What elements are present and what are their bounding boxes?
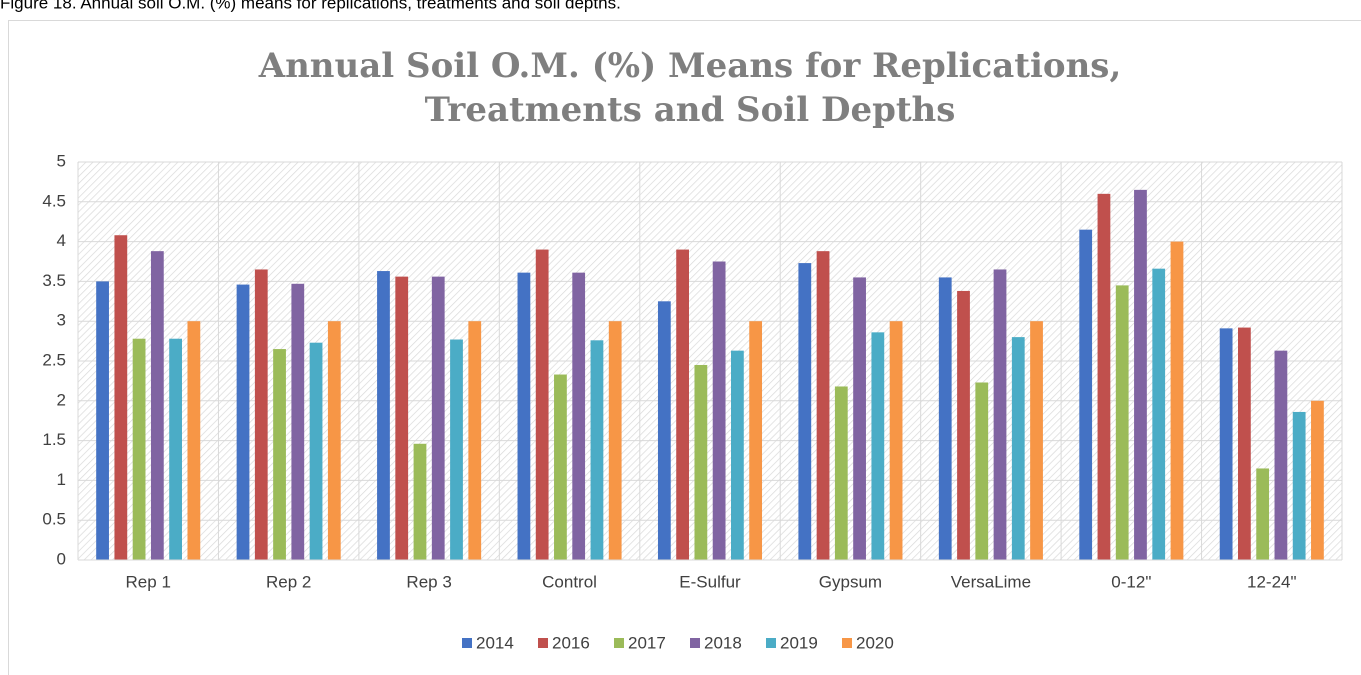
bar xyxy=(273,349,286,560)
bar xyxy=(517,272,531,560)
bar xyxy=(889,321,903,560)
legend-swatch xyxy=(842,638,852,648)
bar xyxy=(1311,400,1324,560)
bar xyxy=(1152,268,1166,560)
bar xyxy=(993,269,1007,560)
bar xyxy=(1134,189,1147,561)
bar xyxy=(254,269,268,560)
x-tick-label: E-Sulfur xyxy=(679,572,741,591)
bar xyxy=(676,249,690,560)
legend-swatch xyxy=(614,638,624,648)
bar xyxy=(187,321,201,560)
caption: Figure 18. Annual soil O.M. (%) means fo… xyxy=(0,0,621,12)
bar xyxy=(1011,337,1025,560)
bar xyxy=(150,251,164,561)
legend-label: 2019 xyxy=(780,633,818,652)
legend-swatch xyxy=(766,638,776,648)
bar xyxy=(1097,193,1111,560)
x-tick-label: Gypsum xyxy=(819,572,882,591)
x-tick-label: VersaLime xyxy=(951,572,1031,591)
x-tick-label: Control xyxy=(542,572,597,591)
bar xyxy=(590,340,604,560)
bar xyxy=(1170,241,1184,560)
bar xyxy=(132,338,146,560)
bar xyxy=(236,284,250,560)
y-tick-label: 3.5 xyxy=(42,271,66,290)
bar xyxy=(169,338,182,560)
bar xyxy=(535,249,549,560)
chart-title: Treatments and Soil Depths xyxy=(425,90,956,130)
x-tick-label: 0-12" xyxy=(1111,572,1151,591)
bar xyxy=(96,281,109,560)
legend-label: 2016 xyxy=(552,633,590,652)
legend-label: 2017 xyxy=(628,633,666,652)
bar xyxy=(749,321,763,560)
bar xyxy=(395,276,409,560)
bar xyxy=(309,342,323,560)
bar xyxy=(712,261,726,560)
y-tick-label: 0 xyxy=(57,549,66,568)
bar xyxy=(1256,468,1270,560)
bar xyxy=(1219,328,1233,560)
x-tick-label: Rep 3 xyxy=(406,572,451,591)
legend-label: 2014 xyxy=(476,633,514,652)
y-tick-label: 4 xyxy=(57,231,66,250)
y-tick-label: 1.5 xyxy=(42,430,66,449)
bar xyxy=(114,235,128,560)
bar xyxy=(834,386,848,560)
x-tick-label: 12-24" xyxy=(1247,572,1297,591)
chart-title: Annual Soil O.M. (%) Means for Replicati… xyxy=(258,46,1122,86)
bar xyxy=(291,283,305,560)
bar xyxy=(694,364,708,560)
y-tick-label: 4.5 xyxy=(42,191,66,210)
bar xyxy=(957,290,970,560)
bar xyxy=(431,276,445,560)
y-tick-label: 5 xyxy=(57,151,66,170)
bar xyxy=(327,321,341,560)
y-tick-label: 2.5 xyxy=(42,350,66,369)
y-tick-label: 1 xyxy=(57,470,66,489)
legend-label: 2020 xyxy=(856,633,894,652)
y-tick-label: 3 xyxy=(57,311,66,330)
legend-swatch xyxy=(538,638,548,648)
bar xyxy=(572,272,586,560)
x-tick-label: Rep 2 xyxy=(266,572,311,591)
bar xyxy=(450,339,463,560)
y-tick-label: 2 xyxy=(57,390,66,409)
bar xyxy=(1115,285,1129,560)
bar xyxy=(413,443,427,560)
bar xyxy=(1030,321,1043,560)
legend-label: 2018 xyxy=(704,633,742,652)
bar xyxy=(853,277,866,560)
bar xyxy=(468,321,482,560)
bar xyxy=(1292,411,1306,560)
bar xyxy=(798,263,812,560)
bar xyxy=(938,277,952,560)
bar xyxy=(657,301,671,560)
bar xyxy=(1079,229,1093,560)
bar xyxy=(816,251,830,561)
y-tick-label: 0.5 xyxy=(42,510,66,529)
x-tick-label: Rep 1 xyxy=(126,572,171,591)
legend-swatch xyxy=(462,638,472,648)
bar xyxy=(1274,350,1288,560)
bar xyxy=(1238,327,1251,560)
bar xyxy=(730,350,744,560)
bar xyxy=(554,374,567,560)
bar xyxy=(975,382,989,560)
bar xyxy=(608,321,622,560)
bar xyxy=(377,271,390,560)
legend-swatch xyxy=(690,638,700,648)
bar xyxy=(871,332,885,560)
